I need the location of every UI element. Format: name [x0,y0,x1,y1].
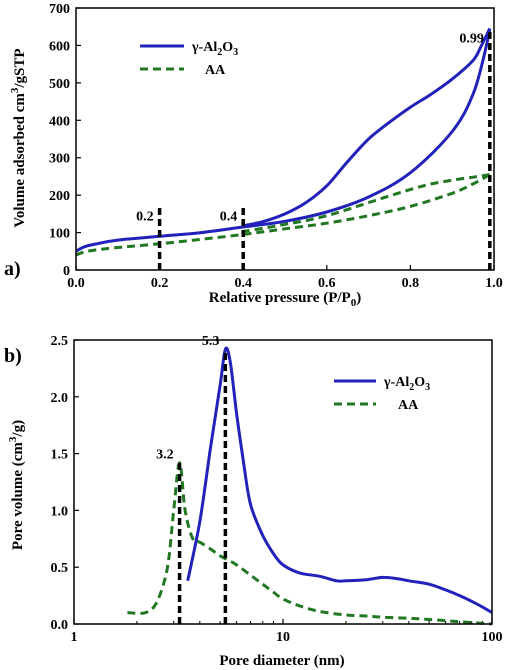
y-tick-label: 200 [49,189,70,204]
y-tick-label: 0.0 [51,618,69,633]
panel-a: a) Volume adsorbed cm3/gSTP Relative pre… [4,2,503,309]
panel-a-frame [75,7,495,271]
y-tick-label: 1.0 [51,504,69,519]
x-tick-label: 0.2 [151,276,169,291]
y-tick-label: 100 [49,227,70,242]
y-tick-label: 1.5 [51,448,69,463]
marker-label: 0.99 [459,32,484,47]
x-tick-label: 0.0 [67,276,85,291]
panel-a-legend: γ-Al2O3 AA [140,40,238,78]
x-tick-label: 100 [482,630,503,645]
panel-b-legend: γ-Al2O3 AA [334,375,430,413]
series-line-aa-adsorption [75,173,491,257]
series-line--al2o3-desorption [242,27,492,228]
y-tick-label: 2.5 [51,334,69,349]
panel-b-ylabel: Pore volume (cm3/g) [7,420,26,550]
y-tick-label: 500 [49,77,70,92]
marker-label: 0.4 [220,209,238,224]
x-tick-label: 0.8 [402,276,420,291]
y-tick-label: 2.0 [51,391,69,406]
y-tick-label: 0.5 [51,561,69,576]
panel-a-ylabel: Volume adsorbed cm3/gSTP [9,48,28,227]
x-tick-label: 0.4 [234,276,252,291]
series-line-aa [127,461,493,626]
legend-b-aa-label: AA [398,398,419,413]
panel-a-label: a) [4,258,21,280]
legend-b-gamma-label: γ-Al2O3 [383,375,430,393]
panel-b-label: b) [4,345,22,367]
series-line-aa-desorption [242,173,491,233]
legend-a-aa-label: AA [205,63,226,78]
x-tick-label: 1.0 [485,276,503,291]
y-tick-label: 300 [49,152,70,167]
y-tick-label: 0 [63,264,70,279]
y-tick-label: 700 [49,2,70,17]
x-tick-label: 10 [276,630,290,645]
legend-a-gamma-label: γ-Al2O3 [191,40,238,58]
y-tick-label: 400 [49,114,70,129]
marker-label: 5.3 [202,334,220,349]
panel-a-xlabel: Relative pressure (P/P0) [209,290,361,309]
marker-label: 0.2 [136,209,154,224]
panel-b: b) Pore volume (cm3/g) Pore diameter (nm… [4,334,503,669]
marker-label: 3.2 [156,448,174,463]
x-tick-label: 0.6 [318,276,336,291]
panel-b-xlabel: Pore diameter (nm) [219,653,344,669]
panel-b-frame [73,339,493,625]
x-tick-label: 1 [71,630,78,645]
series-line--al2o3 [186,346,493,614]
y-tick-label: 600 [49,39,70,54]
series-line--al2o3-adsorption [75,28,492,253]
